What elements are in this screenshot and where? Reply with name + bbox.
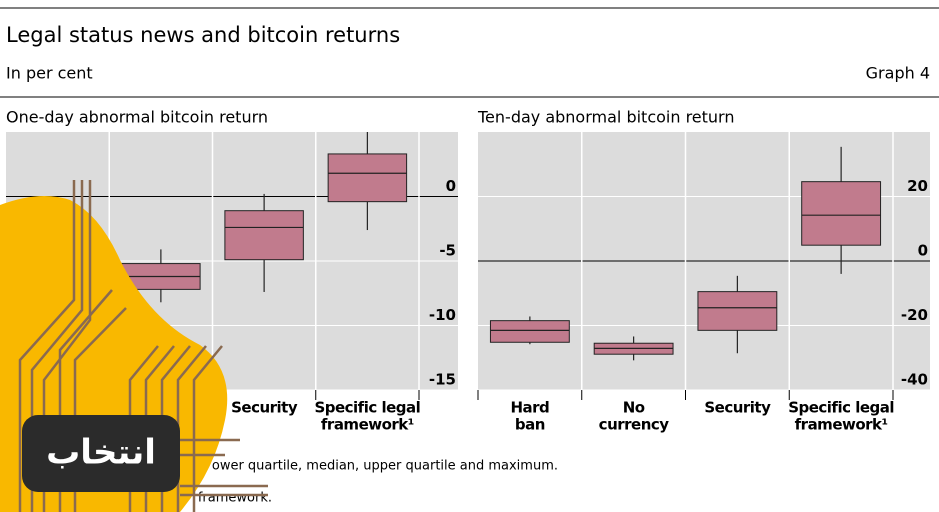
box	[697, 291, 778, 331]
panel-title: Ten-day abnormal bitcoin return	[477, 108, 735, 127]
y-tick-label: -20	[901, 306, 928, 324]
x-tick-label: Security	[231, 399, 298, 417]
x-tick-label: framework¹	[321, 416, 414, 434]
watermark-text: انتخاب	[46, 433, 156, 473]
y-tick-label: -10	[429, 306, 456, 324]
y-tick-label: -15	[429, 371, 456, 389]
x-tick-label: framework¹	[795, 416, 888, 434]
x-tick-label: Specific legal	[788, 399, 894, 417]
y-tick-label: 20	[907, 177, 928, 195]
x-tick-label: currency	[599, 416, 670, 434]
x-tick-label: No	[623, 399, 645, 417]
footnote: ower quartile, median, upper quartile an…	[212, 459, 558, 474]
box	[224, 210, 304, 261]
panel-title: One-day abnormal bitcoin return	[6, 108, 268, 127]
y-tick-label: 0	[918, 242, 928, 260]
watermark: انتخاب	[0, 180, 268, 512]
watermark-badge	[22, 415, 180, 492]
title: Legal status news and bitcoin returns	[6, 23, 400, 47]
box	[801, 181, 882, 246]
x-tick-label: ban	[515, 416, 545, 434]
footnote: framework.	[198, 491, 272, 506]
y-tick-label: 0	[446, 177, 456, 195]
x-tick-label: Security	[704, 399, 771, 417]
graph-label: Graph 4	[866, 64, 930, 83]
y-tick-label: -40	[901, 371, 928, 389]
box	[489, 320, 570, 343]
x-tick-label: Hard	[510, 399, 549, 417]
y-tick-label: -5	[439, 242, 456, 260]
x-tick-label: Specific legal	[314, 399, 420, 417]
box	[327, 153, 408, 203]
subtitle: In per cent	[6, 64, 93, 83]
